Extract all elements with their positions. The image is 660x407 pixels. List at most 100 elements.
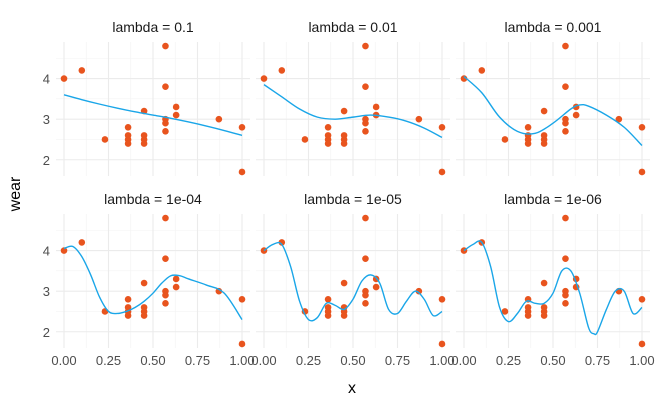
data-point xyxy=(162,291,169,299)
data-point xyxy=(562,128,569,135)
facet-panel: lambda = 1e-04 2 3 4 0.00 0.25 0.50 0.75 1.00 xyxy=(43,191,255,368)
data-point xyxy=(278,239,286,246)
x-tick-label: 0.50 xyxy=(540,353,565,368)
data-point xyxy=(562,291,569,299)
data-point xyxy=(215,287,223,295)
data-point xyxy=(638,168,646,176)
data-point xyxy=(415,287,423,295)
facet-title: lambda = 1e-06 xyxy=(504,191,602,207)
data-point xyxy=(124,312,132,319)
data-point xyxy=(301,136,309,143)
data-point xyxy=(78,67,86,74)
panel-grid: lambda = 0.1 2 3 4 lambda = 0.01 lambda = 0.0… xyxy=(43,19,655,368)
y-axis-title: wear xyxy=(7,176,24,212)
data-point xyxy=(162,214,169,222)
fit-curve xyxy=(463,75,643,147)
x-tick-label: 0.00 xyxy=(251,353,276,368)
data-point xyxy=(172,283,180,291)
y-tick-label: 3 xyxy=(43,284,50,299)
data-point xyxy=(362,83,369,90)
data-point xyxy=(140,140,148,147)
data-point xyxy=(238,123,246,131)
data-point xyxy=(638,295,646,303)
fit-curve xyxy=(263,84,443,139)
data-point xyxy=(438,295,446,303)
data-point xyxy=(415,115,423,123)
data-point xyxy=(340,312,348,319)
y-tick-label: 3 xyxy=(43,112,50,127)
data-point xyxy=(60,247,68,254)
data-point xyxy=(438,123,446,131)
data-point xyxy=(572,111,580,119)
fit-curve xyxy=(263,241,443,322)
facet-title: lambda = 1e-04 xyxy=(104,191,202,207)
data-point xyxy=(340,279,348,287)
data-point xyxy=(60,75,68,82)
x-tick-label: 0.50 xyxy=(340,353,365,368)
facet-title: lambda = 0.1 xyxy=(112,19,194,35)
data-point xyxy=(638,123,646,131)
y-tick-label: 2 xyxy=(43,325,50,340)
x-tick-label: 0.50 xyxy=(140,353,165,368)
data-point xyxy=(615,115,623,123)
data-point xyxy=(238,340,246,348)
data-point xyxy=(78,239,86,246)
facet-title: lambda = 0.001 xyxy=(505,19,602,35)
data-point xyxy=(140,279,148,287)
data-point xyxy=(362,42,369,50)
fit-curve xyxy=(463,240,643,336)
data-point xyxy=(562,42,569,50)
y-tick-label: 4 xyxy=(43,72,50,87)
x-tick-label: 0.25 xyxy=(496,353,521,368)
y-tick-label: 2 xyxy=(43,153,50,168)
facet-panel: lambda = 0.1 2 3 4 xyxy=(43,19,250,176)
data-point xyxy=(524,123,532,131)
x-tick-label: 0.75 xyxy=(585,353,610,368)
data-point xyxy=(215,115,223,123)
data-point xyxy=(278,67,286,74)
data-point xyxy=(524,140,532,147)
data-point xyxy=(238,295,246,303)
data-point xyxy=(324,123,332,131)
data-point xyxy=(372,103,380,111)
data-point xyxy=(124,123,132,131)
data-point xyxy=(324,295,332,303)
data-point xyxy=(260,75,268,82)
x-axis-title: x xyxy=(348,380,356,397)
x-tick-label: 1.00 xyxy=(229,353,254,368)
data-point xyxy=(562,300,569,307)
data-point xyxy=(562,255,569,262)
data-point xyxy=(324,312,332,319)
data-point xyxy=(172,111,180,119)
data-point xyxy=(362,300,369,307)
x-tick-label: 0.25 xyxy=(296,353,321,368)
x-tick-label: 1.00 xyxy=(429,353,454,368)
data-point xyxy=(372,283,380,291)
data-point xyxy=(362,128,369,135)
data-point xyxy=(540,279,548,287)
x-tick-label: 0.75 xyxy=(385,353,410,368)
data-point xyxy=(162,255,169,262)
facet-panel: lambda = 0.001 xyxy=(456,19,650,176)
x-tick-label: 0.25 xyxy=(96,353,121,368)
data-point xyxy=(478,67,486,74)
data-point xyxy=(162,119,169,127)
data-point xyxy=(124,140,132,147)
data-point xyxy=(501,308,509,315)
fit-curve xyxy=(63,94,243,137)
y-tick-label: 4 xyxy=(43,244,50,259)
data-point xyxy=(562,119,569,127)
data-point xyxy=(362,214,369,222)
x-tick-label: 0.00 xyxy=(51,353,76,368)
data-point xyxy=(562,83,569,90)
x-tick-label: 0.00 xyxy=(451,353,476,368)
data-point xyxy=(172,103,180,111)
facet-panel: lambda = 0.01 xyxy=(256,19,450,176)
data-point xyxy=(340,140,348,147)
data-point xyxy=(438,168,446,176)
data-point xyxy=(162,128,169,135)
data-point xyxy=(124,295,132,303)
x-tick-label: 1.00 xyxy=(629,353,654,368)
data-point xyxy=(340,107,348,115)
